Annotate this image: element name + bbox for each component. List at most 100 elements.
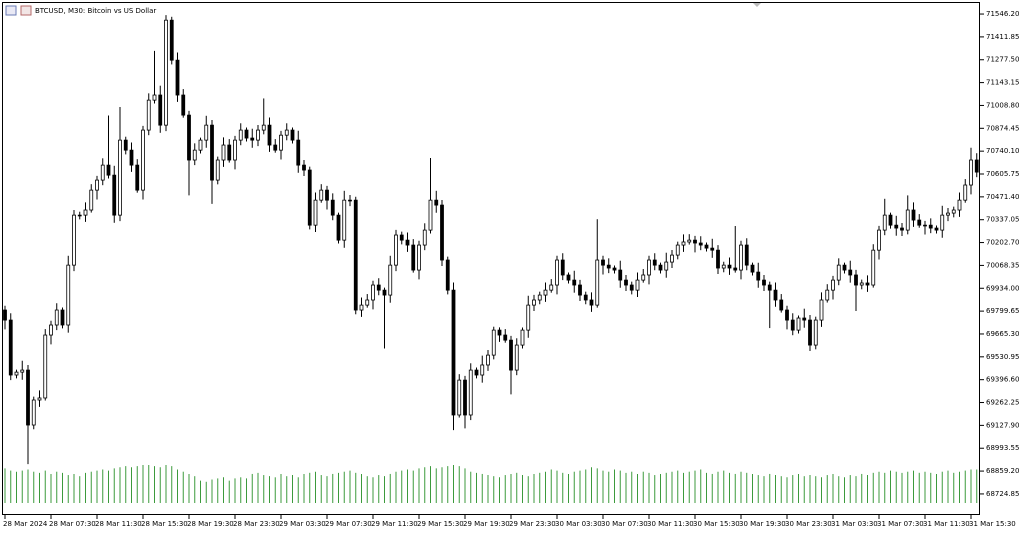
x-tick-label: 29 Mar 23:30 [509, 520, 556, 528]
candle-body [445, 259, 450, 291]
x-tick-label: 28 Mar 15:30 [141, 520, 188, 528]
candle-body [342, 199, 347, 241]
y-tick-label: 69799.65 [986, 307, 1019, 315]
plot-frame [2, 2, 980, 515]
candle-body [503, 334, 508, 341]
candle-body [825, 289, 830, 301]
candle-body [618, 269, 623, 281]
candle-body [83, 209, 88, 216]
candle-body [900, 227, 904, 231]
x-tick-label: 29 Mar 07:30 [325, 520, 372, 528]
y-tick-label: 70740.10 [986, 147, 1019, 155]
candle-body [215, 159, 220, 181]
candle-body [693, 239, 697, 244]
candle-body [43, 334, 48, 399]
candle-body [681, 241, 686, 246]
shift-marker [753, 3, 761, 7]
candle-body [664, 261, 669, 271]
candle-body [440, 204, 444, 261]
candle-body [905, 209, 910, 231]
y-tick-label: 70337.05 [986, 216, 1019, 224]
candle-body [727, 264, 732, 269]
candle-body [928, 224, 933, 229]
candle-body [319, 189, 324, 201]
candle-body [54, 309, 59, 326]
x-tick-label: 28 Mar 2024 [3, 520, 48, 528]
candle-body [526, 304, 531, 331]
candle-body [710, 247, 715, 251]
candle-body [520, 329, 525, 346]
candle-body [302, 164, 306, 171]
x-tick-label: 30 Mar 07:30 [601, 520, 648, 528]
candle-body [566, 274, 571, 281]
y-tick-label: 69530.95 [986, 353, 1019, 361]
candle-body [325, 189, 329, 201]
candle-body [468, 369, 473, 416]
candle-body [279, 134, 283, 151]
candle-body [422, 229, 427, 246]
y-tick-label: 68993.55 [986, 444, 1019, 452]
candle-body [106, 164, 111, 176]
candle-body [256, 129, 260, 141]
candle-body [313, 199, 318, 226]
candle-body [859, 282, 864, 286]
candle-body [969, 159, 973, 186]
candle-body [382, 289, 387, 296]
candle-body [813, 319, 818, 346]
candle-body [595, 259, 600, 306]
candle-body [675, 244, 680, 256]
chart-title: BTCUSD, M30: Bitcoin vs US Dollar [35, 7, 156, 15]
candle-body [146, 99, 151, 131]
candle-body [261, 124, 266, 131]
candle-body [187, 114, 191, 161]
candle-body [100, 164, 105, 181]
x-tick-label: 30 Mar 23:30 [785, 520, 832, 528]
candle-body [60, 309, 65, 326]
candle-body [687, 239, 692, 243]
timeframe-icon [20, 5, 32, 16]
candle-body [198, 139, 203, 151]
candle-body [244, 129, 249, 139]
candle-body [537, 294, 542, 301]
candle-body [417, 244, 421, 271]
x-tick-label: 29 Mar 11:30 [371, 520, 418, 528]
candle-body [371, 284, 375, 301]
candle-body [750, 264, 755, 273]
candle-body [635, 279, 640, 291]
candle-body [560, 259, 565, 276]
candle-body [946, 212, 950, 216]
candle-body [158, 94, 163, 126]
y-tick-label: 71411.85 [986, 33, 1019, 41]
candle-body [49, 324, 53, 336]
candle-body [882, 214, 887, 231]
candle-body [865, 282, 870, 286]
x-tick-label: 30 Mar 11:30 [647, 520, 694, 528]
candle-body [376, 284, 381, 291]
candle-body [72, 214, 76, 266]
y-tick-label: 69934.00 [986, 284, 1019, 292]
x-tick-label: 30 Mar 19:30 [739, 520, 786, 528]
candle-body [221, 144, 226, 161]
candle-body [210, 124, 214, 181]
y-tick-label: 70202.70 [986, 239, 1019, 247]
candle-body [112, 174, 117, 216]
candle-body [739, 244, 743, 271]
candle-body [624, 279, 628, 286]
candle-body [353, 199, 358, 311]
candle-body [836, 264, 841, 281]
candle-body [698, 242, 703, 246]
candle-body [785, 309, 789, 321]
x-tick-label: 30 Mar 15:30 [693, 520, 740, 528]
candle-body [365, 299, 370, 306]
candle-body [434, 199, 439, 206]
candle-body [831, 279, 835, 291]
x-tick-label: 30 Mar 03:30 [555, 520, 602, 528]
candle-body [89, 189, 94, 211]
candle-body [716, 249, 720, 269]
x-tick-label: 31 Mar 07:30 [877, 520, 924, 528]
candle-body [192, 149, 197, 161]
candle-body [796, 317, 801, 331]
candle-body [388, 264, 393, 296]
y-tick-label: 68859.20 [986, 467, 1019, 475]
